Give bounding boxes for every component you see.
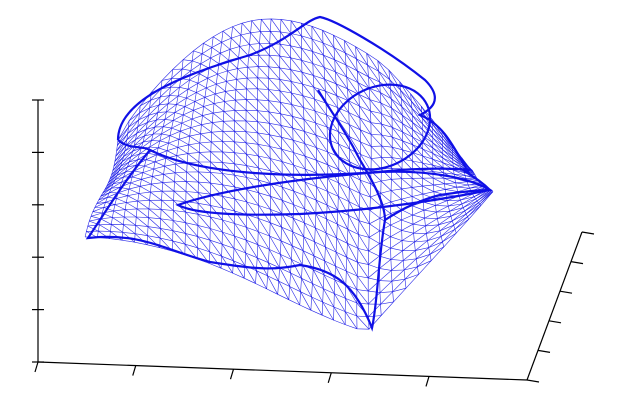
mesh-line: [420, 106, 444, 255]
mesh-line: [86, 127, 129, 238]
y-axis-line: [526, 231, 583, 381]
mesh-line: [267, 18, 283, 295]
y-axis-tick: [537, 349, 551, 353]
mesh-line: [221, 26, 242, 274]
mesh-line: [134, 78, 172, 246]
x-axis-line: [37, 361, 528, 381]
x-axis-tick: [425, 376, 430, 387]
x-axis-ticks: [34, 361, 430, 387]
wireframe-surface: [84, 15, 494, 332]
mesh-line: [85, 191, 494, 330]
mesh-line: [288, 20, 295, 300]
x-axis-tick: [327, 372, 332, 383]
mesh-line: [98, 112, 140, 239]
mesh-line: [399, 81, 419, 280]
inner-loop-upper: [328, 83, 432, 171]
mesh-line: [184, 43, 213, 260]
inner-fold-line: [149, 149, 471, 176]
mesh-line: [147, 68, 183, 248]
mesh-line: [355, 46, 372, 330]
mesh-line: [311, 26, 329, 316]
surface-outline-top: [116, 15, 471, 176]
mesh-line: [197, 36, 222, 264]
surface-outline-left: [85, 139, 387, 332]
y-axis-tick: [526, 379, 540, 383]
mesh-line: [344, 40, 350, 325]
mesh-line: [355, 46, 361, 329]
mesh-line: [289, 20, 306, 306]
mesh-line: [366, 53, 372, 330]
y-axis-tick: [548, 320, 562, 324]
mesh-line: [84, 139, 119, 237]
x-axis-tick: [132, 365, 137, 376]
surface-mesh-grid: [84, 18, 494, 330]
inner-loop-lower: [175, 170, 494, 216]
x-axis-tick: [229, 369, 235, 380]
mesh-line: [410, 93, 432, 268]
mesh-line: [110, 100, 151, 241]
mesh-line: [244, 20, 261, 284]
mesh-line: [159, 59, 193, 252]
x-axis-tick: [34, 361, 39, 373]
y-axis-tick: [581, 231, 595, 235]
mesh-line: [366, 53, 383, 318]
mesh-line: [278, 19, 295, 300]
mesh-line: [333, 34, 350, 325]
y-axis-ticks: [526, 231, 595, 383]
axes: [32, 99, 595, 387]
y-axis-tick: [570, 261, 584, 265]
mesh-line: [233, 23, 251, 279]
mesh-line: [299, 23, 306, 306]
mesh-line: [441, 131, 469, 230]
y-axis-tick: [559, 290, 573, 294]
